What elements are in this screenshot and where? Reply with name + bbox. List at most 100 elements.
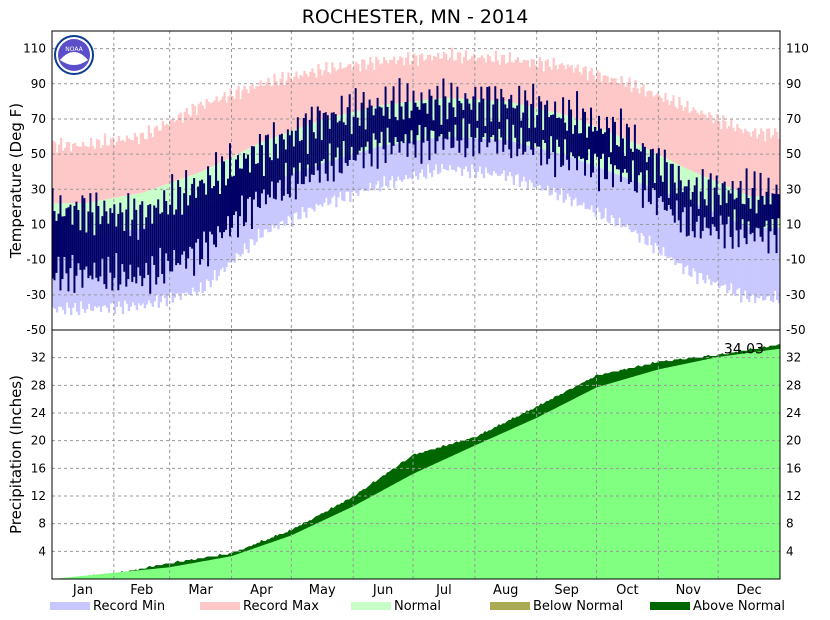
record-min-bar — [670, 194, 673, 258]
record-max-bar — [209, 103, 212, 168]
record-max-bar — [538, 56, 541, 109]
record-max-bar — [309, 71, 312, 124]
record-max-bar — [105, 145, 109, 200]
record-min-bar — [702, 207, 705, 281]
record-min-bar — [223, 198, 226, 272]
precipitation-tick-label-right: 32 — [786, 351, 801, 365]
record-min-bar — [600, 168, 603, 220]
record-max-bar — [115, 141, 119, 198]
precipitation-tick-label-right: 24 — [786, 406, 801, 420]
record-min-bar — [327, 161, 330, 206]
record-max-bar — [407, 52, 410, 103]
record-min-bar — [566, 155, 569, 194]
record-max-bar — [752, 131, 755, 197]
record-max-bar — [536, 67, 539, 109]
normal-band-bar — [271, 138, 274, 181]
record-max-bar — [658, 95, 661, 156]
record-min-bar — [582, 161, 585, 203]
precipitation-panel-border — [51, 329, 781, 580]
legend-swatch — [200, 602, 240, 610]
record-min-bar — [259, 184, 262, 238]
record-max-bar — [664, 92, 667, 159]
record-max-bar — [83, 145, 87, 204]
record-max-bar — [572, 72, 575, 118]
record-min-bar — [227, 196, 230, 263]
record-min-bar — [482, 138, 486, 179]
record-max-bar — [135, 136, 139, 194]
record-max-bar — [678, 96, 681, 166]
record-max-bar — [85, 146, 89, 203]
normal-band-bar — [213, 165, 216, 203]
record-min-bar — [644, 185, 647, 245]
normal-band-bar — [227, 158, 230, 197]
record-max-bar — [207, 101, 210, 169]
record-max-bar — [570, 65, 573, 118]
record-max-bar — [442, 52, 446, 98]
record-max-bar — [109, 138, 113, 199]
record-max-bar — [482, 58, 486, 101]
legend-swatch — [490, 602, 530, 610]
record-max-bar — [646, 91, 649, 150]
normal-band-bar — [71, 203, 75, 237]
record-min-bar — [211, 202, 214, 280]
record-max-bar — [159, 130, 162, 187]
record-max-bar — [760, 128, 763, 197]
legend-item-record-max: Record Max — [200, 597, 319, 615]
record-max-bar — [317, 63, 320, 121]
record-max-bar — [119, 141, 123, 197]
record-max-bar — [57, 144, 61, 204]
record-max-bar — [560, 63, 563, 115]
record-max-bar — [426, 54, 430, 100]
legend-swatch — [351, 602, 391, 610]
record-max-bar — [277, 85, 280, 136]
record-min-bar — [658, 190, 661, 254]
record-min-bar — [646, 185, 649, 246]
record-max-bar — [181, 122, 184, 179]
legend: Record Min Record Max Normal Below Norma… — [0, 597, 830, 617]
record-min-bar — [650, 187, 653, 245]
record-max-bar — [291, 80, 294, 131]
normal-band-bar — [85, 202, 89, 237]
record-min-bar — [173, 216, 176, 298]
record-max-bar — [688, 112, 691, 170]
record-max-bar — [59, 138, 63, 204]
record-min-bar — [572, 158, 575, 200]
record-min-bar — [694, 204, 697, 272]
temperature-tick-label-right: 90 — [786, 77, 801, 91]
record-min-bar — [596, 167, 599, 208]
record-max-bar — [574, 67, 577, 119]
record-min-bar — [698, 205, 701, 274]
record-max-bar — [562, 65, 565, 115]
record-max-bar — [638, 93, 641, 146]
precipitation-tick-label-left: 12 — [31, 489, 46, 503]
record-max-bar — [405, 57, 408, 103]
record-min-bar — [197, 207, 200, 292]
record-max-bar — [494, 50, 498, 101]
record-max-bar — [319, 69, 322, 121]
precipitation-tick-label-left: 20 — [31, 434, 46, 448]
record-max-bar — [239, 99, 242, 153]
record-max-bar — [488, 56, 492, 101]
record-min-bar — [712, 211, 715, 282]
normal-band-bar — [686, 168, 689, 201]
normal-band-bar — [682, 167, 685, 200]
record-min-bar — [353, 153, 356, 191]
record-max-bar — [474, 60, 478, 100]
record-max-bar — [133, 133, 137, 195]
record-max-bar — [712, 123, 715, 181]
record-max-bar — [746, 130, 749, 196]
normal-band-bar — [123, 196, 127, 231]
record-min-bar — [576, 159, 579, 206]
record-max-bar — [303, 70, 306, 127]
record-min-bar — [85, 236, 89, 310]
record-min-bar — [293, 172, 296, 214]
record-min-bar — [704, 208, 707, 284]
record-max-bar — [424, 59, 428, 101]
month-label: Jan — [72, 583, 93, 598]
record-min-bar — [203, 205, 206, 292]
record-max-bar — [113, 145, 117, 198]
record-min-bar — [562, 154, 565, 203]
record-min-bar — [71, 236, 75, 308]
record-max-bar — [506, 62, 510, 102]
normal-band-bar — [107, 198, 111, 234]
